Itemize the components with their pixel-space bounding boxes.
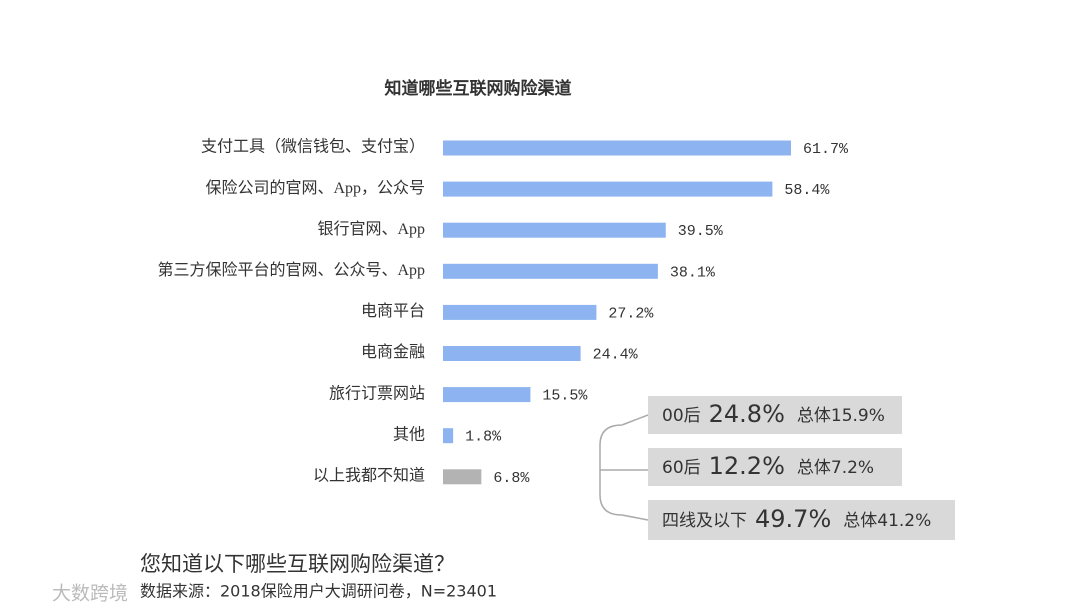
bar [443, 181, 773, 197]
watermark: 大数跨境 [52, 583, 128, 605]
bracket [599, 414, 649, 521]
bar [443, 469, 482, 485]
question: 您知道以下哪些互联网购险渠道？ [140, 552, 455, 576]
annotation-total: 总体41.2% [843, 511, 931, 531]
annotation-total: 总体15.9% [797, 406, 885, 426]
annotation-value: 24.8% [709, 400, 785, 428]
annotation-total: 总体7.2% [797, 458, 874, 478]
category-label: 银行官网、App [317, 220, 425, 238]
value-label: 24.4% [593, 346, 639, 363]
bar [443, 428, 454, 444]
annotation-box [648, 448, 902, 486]
category-label: 以上我都不知道 [313, 466, 425, 484]
category-label: 保险公司的官网、App，公众号 [205, 179, 425, 197]
value-label: 38.1% [670, 264, 716, 281]
bar [443, 346, 581, 361]
bar [443, 222, 666, 238]
annotation-group: 四线及以下 [662, 511, 747, 531]
category-label: 支付工具（微信钱包、支付宝） [201, 138, 425, 156]
category-label: 电商金融 [361, 343, 425, 361]
chart-title: 知道哪些互联网购险渠道 [384, 78, 572, 98]
value-label: 15.5% [542, 388, 588, 405]
annotation-value: 12.2% [709, 452, 785, 480]
value-label: 27.2% [608, 305, 654, 322]
annotation-box [648, 500, 955, 540]
value-label: 61.7% [803, 141, 849, 158]
annotation-group: 00后 [662, 406, 701, 426]
category-label: 电商平台 [361, 302, 425, 320]
value-label: 39.5% [678, 223, 724, 240]
bar [443, 304, 597, 320]
category-label: 旅行订票网站 [329, 384, 425, 402]
category-label: 第三方保险平台的官网、公众号、App [157, 261, 425, 279]
bar [443, 387, 531, 403]
annotation-value: 49.7% [755, 505, 831, 533]
annotation-box [648, 396, 902, 434]
bar [443, 140, 791, 156]
category-label: 其他 [393, 425, 425, 443]
bar [443, 263, 658, 279]
value-label: 6.8% [493, 470, 530, 487]
value-label: 1.8% [465, 429, 502, 446]
source: 数据来源：2018保险用户大调研问卷，N=23401 [140, 582, 497, 601]
value-label: 58.4% [784, 182, 830, 199]
annotation-group: 60后 [662, 458, 701, 478]
